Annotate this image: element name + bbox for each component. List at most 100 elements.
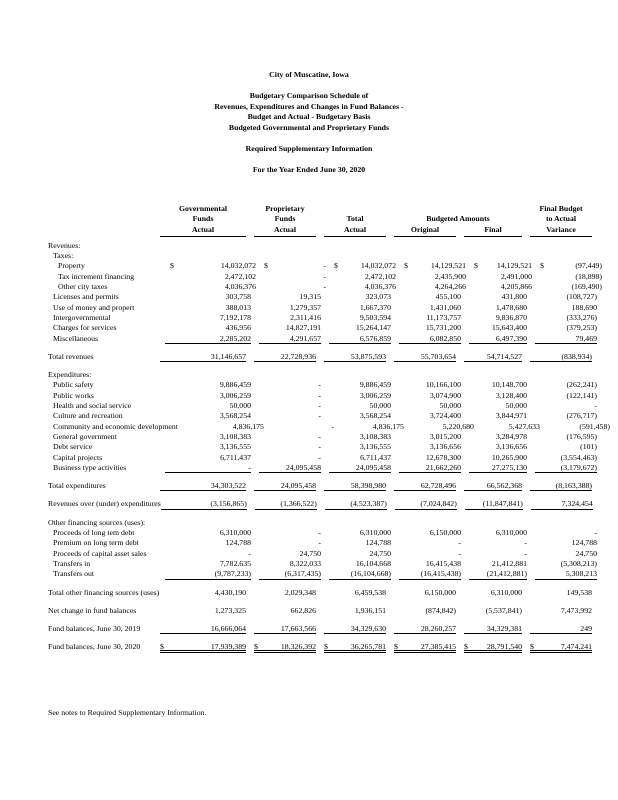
row-label: Health and social service [53,401,132,411]
table-row: Proceeds of long tem debt 6,310,000 - 6,310… [48,528,597,538]
amount-value: 3,108,383 [359,431,391,441]
row-label: Other city taxes [58,282,108,292]
amount-value: 388,013 [225,302,251,312]
amount-cell: 14,827,191 [259,323,321,333]
amount-value: 34,329,630 [350,624,386,634]
row-label: Taxes: [53,251,74,261]
table-row: Culture and recreation 3,568,254 - 3,568,25… [48,411,597,421]
amount-cell: 16,415,438 [399,559,461,569]
amount-cell: 2,311,416 [259,313,321,323]
amount-value: 50,000 [439,401,461,411]
amount-value: 58,398,980 [350,481,386,491]
row-label: Total revenues [48,351,94,361]
amount-value: 6,310,000 [359,528,391,538]
amount-value: 662,826 [290,605,316,615]
amount-cell: 6,310,000 [464,588,522,598]
document-subtitle: Required Supplementary Information [245,144,373,154]
amount-value: (11,847,841) [482,499,523,509]
spacer [0,133,618,144]
amount-value: (101) [580,442,597,452]
column-header-line: Governmental [178,204,228,213]
table-row: Capital projects 6,711,437 - 6,711,437 12,67… [48,452,597,463]
amount-value: 4,036,376 [224,282,256,292]
amount-cell: $14,129,521 [404,261,466,271]
amount-value: 31,146,657 [210,351,246,361]
amount-value: (16,104,668) [350,569,391,579]
amount-value: 14,129,521 [496,261,532,271]
amount-value: 10,166,100 [425,380,461,390]
amount-cell: - [535,401,597,411]
column-header-line: Proprietary [265,204,305,213]
amount-value: (5,308,213) [560,558,597,568]
amount-value: 66,562,368 [486,481,522,491]
amount-value: 3,128,400 [495,390,527,400]
amount-cell: $ (97,449) [540,261,602,271]
amount-cell: 3,108,383 [165,432,251,442]
amount-value: 2,311,416 [290,312,321,322]
amount-cell: (18,898) [540,272,602,282]
amount-value: 27,275,130 [491,462,527,472]
amount-cell: 188,690 [535,303,597,313]
amount-cell: 24,750 [329,549,391,559]
amount-value: - [524,538,527,548]
amount-value: 3,136,555 [219,442,251,452]
amount-cell: - [272,422,334,432]
amount-value: 24,095,458 [280,481,316,491]
amount-value: (122,141) [566,390,597,400]
amount-cell: (101) [535,442,597,452]
amount-cell: 2,029,348 [254,588,316,598]
amount-value: 1,279,357 [289,302,321,312]
amount-value: - [594,528,597,538]
table-row: Public works 3,006,259 - 3,006,259 3,074,900… [48,390,597,401]
amount-cell: (262,241) [535,380,597,390]
amount-cell: (838,934) [530,352,592,363]
amount-cell: - [259,528,321,538]
amount-cell: (176,595) [535,432,597,442]
amount-cell: 6,497,390 [469,334,527,344]
amount-cell: (6,317,435) [259,569,321,580]
amount-value: (4,523,387) [350,499,387,509]
amount-value: 3,136,555 [359,442,391,452]
spacer-row [48,510,594,518]
table-row: Property $14,032,072 $ - $14,032,072 $14,129,… [48,261,602,271]
row-label: Licenses and permits [53,292,119,302]
row-label: Transfers out [53,569,95,579]
amount-value: 79,469 [575,333,597,343]
schedule-title-line: Budget and Actual - Budgetary Basis [247,112,371,122]
amount-cell: (108,727) [535,292,597,302]
table-column-headers: Governmental Funds Actual Proprietary Fu… [48,204,594,237]
amount-value: 55,703,654 [420,351,456,361]
row-label: Fund balances, June 30, 2019 [48,624,141,634]
amount-value: 10,265,900 [491,452,527,462]
row-label: Proceeds of long tem debt [53,528,135,538]
dollar-sign: $ [540,261,544,271]
amount-cell: 10,166,100 [399,380,461,390]
amount-cell: 3,284,978 [469,432,527,442]
amount-cell: 4,264,266 [404,282,466,292]
amount-value: (3,156,865) [210,499,247,509]
amount-cell: 22,728,936 [254,352,316,363]
amount-cell: - [259,391,321,401]
amount-cell: (379,253) [535,323,597,333]
report-period: For the Year Ended June 30, 2020 [252,165,366,175]
dollar-sign: $ [324,642,328,652]
amount-value: - [318,452,321,462]
amount-value: (176,595) [566,431,597,441]
spacer-row [48,473,594,481]
amount-cell: (21,412,881) [469,569,527,580]
amount-cell: - [259,442,321,452]
amount-value: 323,073 [365,292,391,302]
amount-value: 17,663,566 [280,624,316,634]
amount-value: 3,074,900 [429,390,461,400]
amount-value: 6,310,000 [219,528,251,538]
amount-cell: $14,032,072 [170,261,256,271]
amount-value: 124,788 [225,538,251,548]
row-label: Business type activities [53,462,127,472]
amount-value: 53,875,593 [350,351,386,361]
amount-cell: 6,711,437 [165,453,251,463]
amount-value: 6,711,437 [220,452,251,462]
amount-value: 24,095,458 [285,462,321,472]
column-header-final: Final [464,225,522,237]
amount-cell: 62,728,496 [394,481,456,492]
